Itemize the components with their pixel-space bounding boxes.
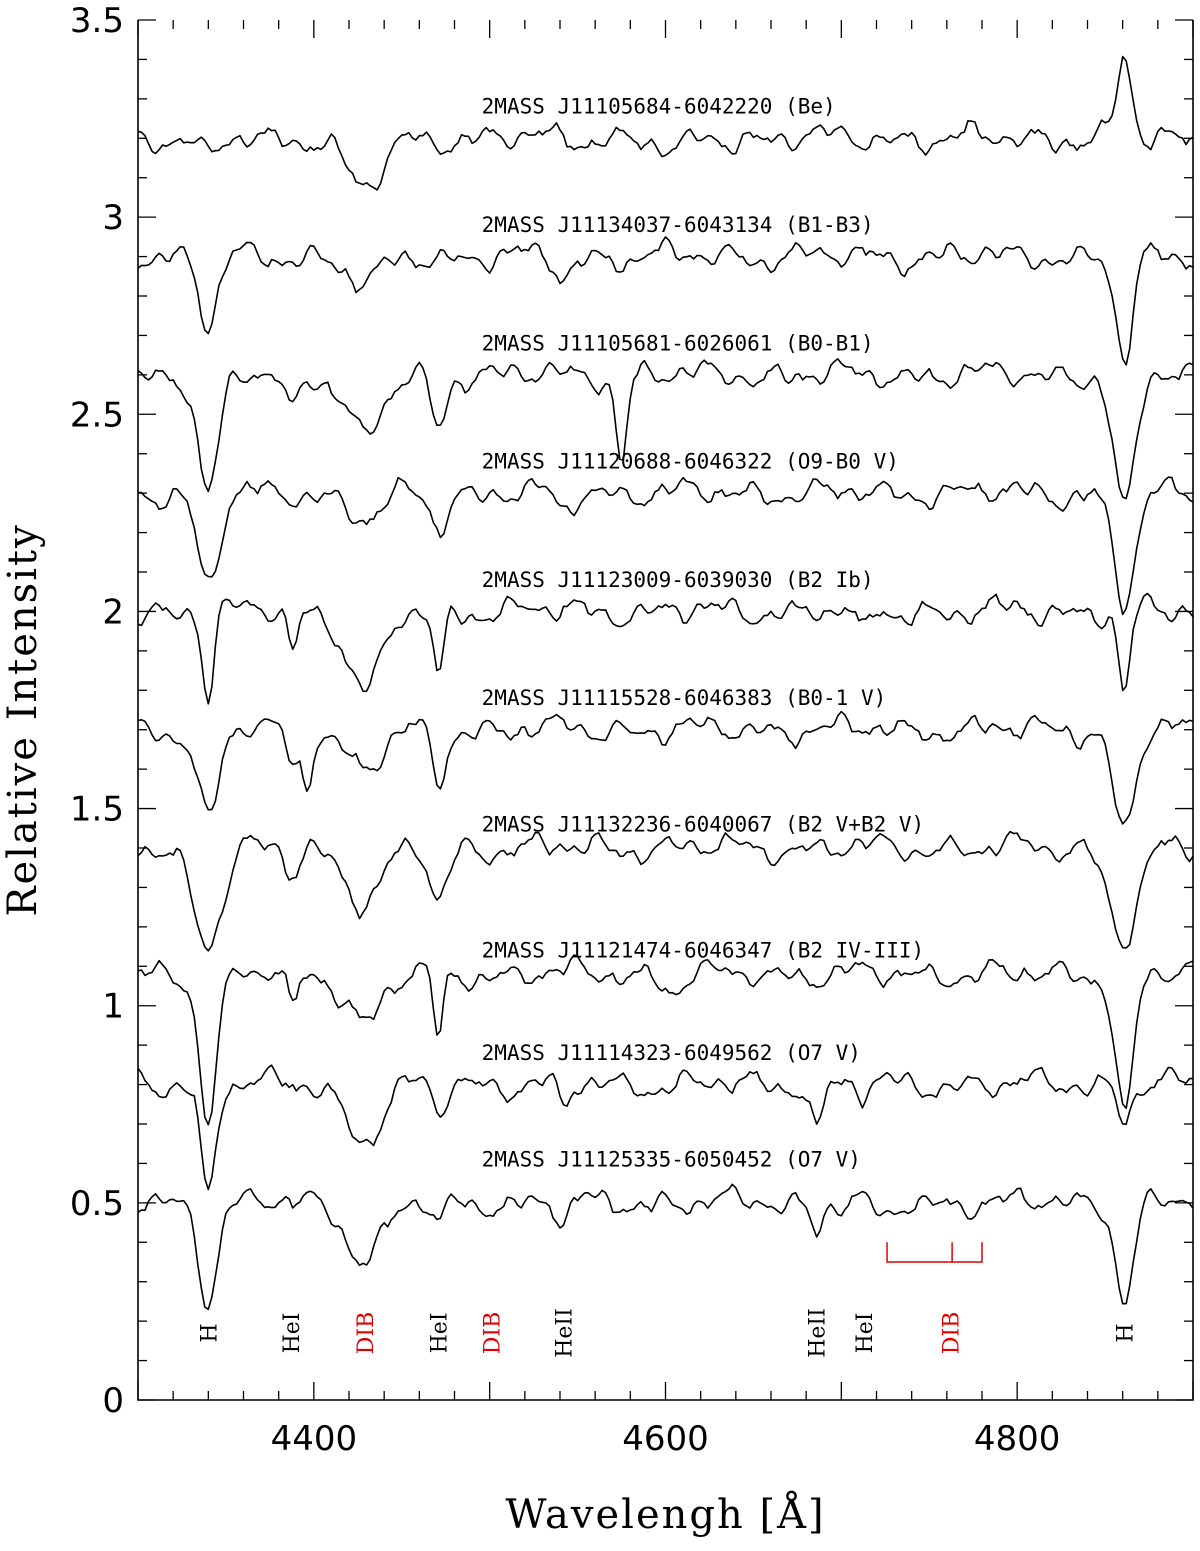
- y-tick-label: 2.5: [70, 395, 124, 435]
- line-id-hei: HeI: [853, 1313, 878, 1354]
- spectrum-line-3: [137, 358, 1194, 500]
- spectrum-line-8: [137, 954, 1194, 1126]
- spectrum-label-1: 2MASS J11105684-6042220 (Be): [482, 95, 836, 119]
- y-tick-label: 0.5: [70, 1184, 124, 1224]
- y-tick-label: 0: [102, 1381, 124, 1421]
- spectrum-labels: 2MASS J11105684-6042220 (Be) 2MASS J11134…: [482, 95, 925, 1172]
- spectrum-label-4: 2MASS J11120688-6046322 (O9-B0 V): [482, 450, 899, 474]
- spectrum-label-2: 2MASS J11134037-6043134 (B1-B3): [482, 213, 874, 237]
- spectrum-line-4: [137, 476, 1194, 616]
- spectrum-label-7: 2MASS J11132236-6040067 (B2 V+B2 V): [482, 812, 925, 836]
- line-id-heii: HeII: [806, 1308, 831, 1358]
- spectrum-line-1: [137, 55, 1194, 191]
- spectrum-line-6: [137, 710, 1194, 825]
- line-id-hei: HeI: [428, 1313, 453, 1354]
- line-id-h: H: [197, 1323, 222, 1342]
- spectrum-label-6: 2MASS J11115528-6046383 (B0-1 V): [482, 686, 887, 710]
- spectrum-label-10: 2MASS J11125335-6050452 (O7 V): [482, 1147, 861, 1171]
- x-axis-label: Wavelengh [Å]: [505, 1491, 825, 1538]
- line-id-dib: DIB: [354, 1312, 379, 1355]
- spectrum-line-7: [137, 830, 1194, 952]
- dib-bracket: [886, 1242, 983, 1263]
- line-id-heii: HeII: [553, 1308, 578, 1358]
- spectrum-line-9: [137, 1064, 1193, 1191]
- line-id-dib: DIB: [939, 1312, 964, 1355]
- y-tick-label: 3.5: [70, 1, 124, 41]
- line-id-h: H: [1113, 1323, 1138, 1342]
- spectrum-label-8: 2MASS J11121474-6046347 (B2 IV-III): [482, 939, 925, 963]
- spectrum-line-10: [137, 1183, 1194, 1311]
- x-tick-label: 4800: [974, 1419, 1061, 1459]
- y-tick-label: 1.5: [70, 790, 124, 830]
- spectra-layer: [137, 55, 1194, 1311]
- y-axis-label: Relative Intensity: [0, 523, 46, 916]
- spectrum-line-5: [137, 592, 1194, 705]
- y-tick-label: 2: [102, 592, 124, 632]
- y-tick-label: 3: [102, 198, 124, 238]
- x-tick-label: 4400: [271, 1419, 358, 1459]
- line-id-dib: DIB: [480, 1312, 505, 1355]
- spectrum-line-2: [137, 236, 1194, 366]
- line-identifications: H HeI DIB HeI DIB HeII HeII HeI DIB H: [197, 1242, 1138, 1358]
- axes-layer: 0 0.5 1 1.5 2 2.5 3 3.5 4400 4600 4800: [70, 1, 1194, 1459]
- line-id-hei: HeI: [280, 1313, 305, 1354]
- spectrum-label-5: 2MASS J11123009-6039030 (B2 Ib): [482, 568, 874, 592]
- spectrum-label-3: 2MASS J11105681-6026061 (B0-B1): [482, 331, 874, 355]
- spectrum-label-9: 2MASS J11114323-6049562 (O7 V): [482, 1041, 861, 1065]
- x-tick-label: 4600: [622, 1419, 709, 1459]
- y-tick-label: 1: [102, 987, 124, 1027]
